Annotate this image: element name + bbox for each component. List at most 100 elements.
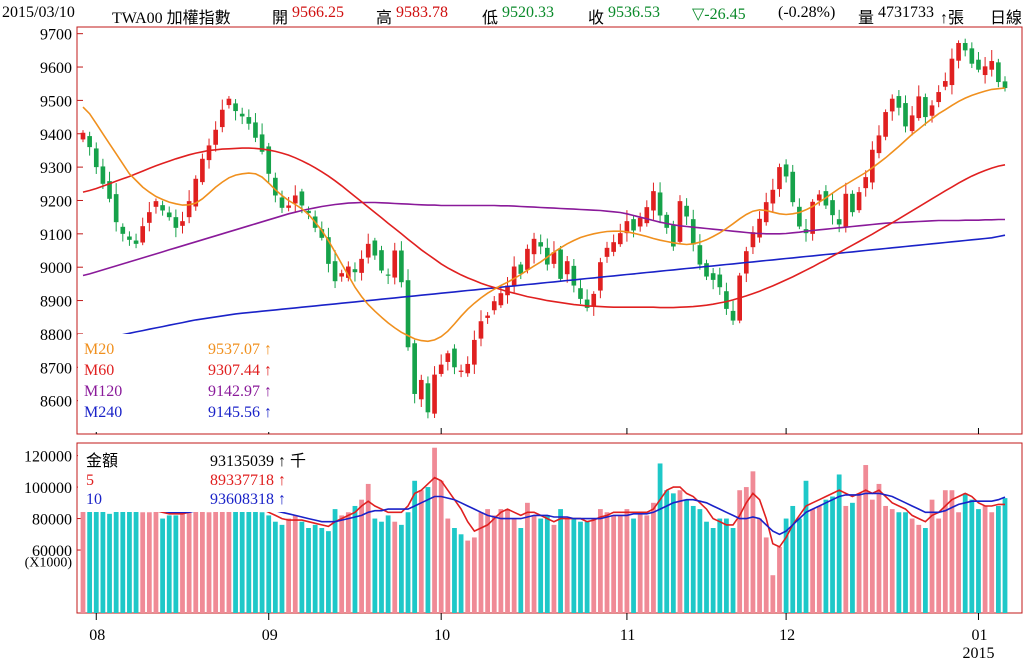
volume-bar [432,447,437,613]
candle-body [538,242,544,247]
low-value: 9520.33 [502,4,554,21]
volume-bar [186,505,192,613]
volume-bar [637,512,643,613]
volume-bar [949,490,955,613]
volume-bar [578,521,583,613]
price-tick-label: 8800 [40,327,72,344]
high-value: 9583.78 [396,4,448,21]
volume-bar [796,518,802,613]
candle-body [916,96,922,119]
volume-legend-name: 5 [86,472,94,489]
candle-body [438,364,444,374]
volume-bar [107,513,112,613]
volume-bar [750,471,756,613]
candle-body [372,240,378,256]
volume-bar [140,512,146,613]
volume-bar [266,515,272,613]
volume-bar [651,502,656,613]
candle-body [637,217,643,227]
volume-bar [571,518,577,613]
month-label: 01 [971,627,987,644]
candle-body [491,301,497,311]
price-tick-label: 9600 [40,60,72,77]
candle-body [147,212,152,223]
volume-bar [916,524,922,613]
volume-tick-label: 100000 [24,480,72,497]
volume-bar [936,518,942,613]
high-label: 高 [376,10,393,27]
volume-bar [80,505,86,613]
ma-legend-name: M120 [84,383,122,400]
ma20-line [82,87,1006,343]
volume-bar [737,490,743,613]
candle-body [445,353,451,362]
candle-body [505,285,510,296]
volume-bar [206,512,212,613]
candle-body [213,129,218,145]
volume-bar [531,515,537,613]
candle-body [292,195,298,204]
volume-bar [909,518,915,613]
candle-body [478,321,484,339]
candle-body [266,146,272,174]
candle-body [923,97,928,118]
candle-body [405,280,411,348]
candle-body [452,348,457,368]
volume-bar [611,515,617,613]
candle-body [120,226,126,234]
candle-body [889,98,895,112]
candle-body [624,221,630,234]
candle-body [458,370,464,372]
volume-bar [292,515,298,613]
candle-body [704,263,709,277]
candle-body [359,258,364,273]
candle-body [790,171,796,203]
candle-body [100,166,106,184]
volume-bar [193,502,199,613]
candle-body [186,201,192,218]
candle-body [810,201,815,234]
candle-body [690,219,696,245]
volume-bar [133,505,139,613]
volume-bar [312,524,318,613]
volume-bar [200,499,205,613]
candle-body [644,207,650,224]
price-tick-label: 9200 [40,193,72,210]
candle-body [332,261,338,282]
volume-bar [478,512,484,613]
ma-legend-value: 9142.97 ↑ [208,383,272,400]
candle-body [816,194,822,201]
candle-body [239,113,245,117]
volume-bar [697,509,703,613]
candle-body [604,247,610,257]
candle-body [465,363,471,374]
ma-legend-value: 9307.44 ↑ [208,362,272,379]
candle-body [584,299,590,308]
volume-bar [166,515,172,613]
volume-bar [956,512,961,613]
ma240-line [82,234,1006,344]
volume-bar [319,528,325,613]
candle-body [87,136,92,148]
candle-body [598,262,603,291]
candle-body [273,177,278,196]
volume-bar [730,528,736,613]
volume-bar [173,515,179,613]
candle-body [797,206,802,227]
volume-bar [538,518,544,613]
candle-body [319,229,325,238]
month-label: 09 [262,627,278,644]
volume-bar [445,518,451,613]
period-label: 日線 [990,10,1023,27]
candle-body [783,164,789,177]
candle-body [717,274,723,288]
volume-bar [982,505,988,613]
volume-bar [399,524,404,613]
volume-bar [670,493,676,613]
volume-bar [160,518,165,613]
ma120-line [82,201,1005,277]
candle-body [219,109,225,128]
ma60-line [82,147,1006,309]
candle-body [1002,81,1008,89]
